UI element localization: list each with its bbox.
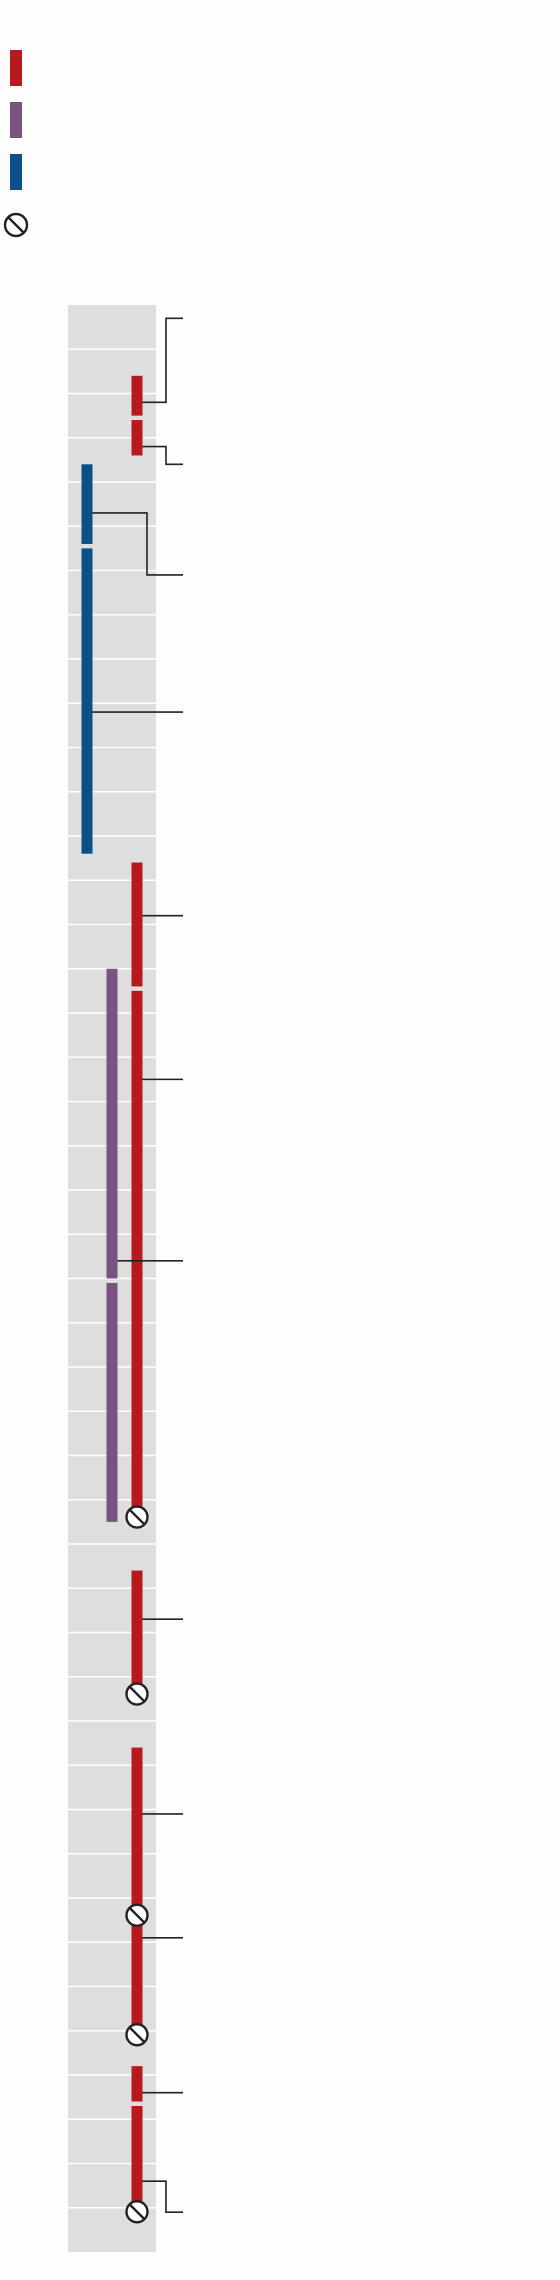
timeline-events xyxy=(81,375,143,2208)
purple-legend-swatch xyxy=(10,102,22,138)
red-legend-swatch xyxy=(10,50,22,86)
legend xyxy=(3,50,29,238)
event-red-1 xyxy=(131,375,143,416)
event-red-4 xyxy=(131,990,143,1514)
end-marker-legend-icon xyxy=(3,212,29,238)
event-red-7 xyxy=(131,1924,143,2031)
annotation-3 xyxy=(92,512,183,576)
blue-legend-swatch xyxy=(10,154,22,190)
event-red-6-end-icon xyxy=(125,1903,149,1927)
annotation-12 xyxy=(142,2180,183,2213)
event-red-9-end-icon xyxy=(125,2200,149,2224)
event-red-2 xyxy=(131,420,143,456)
annotation-1 xyxy=(142,317,183,404)
event-red-3 xyxy=(131,862,143,987)
event-red-8 xyxy=(131,2066,143,2102)
event-red-6 xyxy=(131,1747,143,1912)
event-blue-1 xyxy=(81,464,93,544)
event-purple-1 xyxy=(106,968,118,1279)
event-red-5-end-icon xyxy=(125,1682,149,1706)
event-red-9 xyxy=(131,2105,143,2208)
end-markers xyxy=(125,1505,149,2224)
event-blue-2 xyxy=(81,548,93,854)
event-red-7-end-icon xyxy=(125,2023,149,2047)
event-purple-2 xyxy=(106,1282,118,1522)
event-red-5 xyxy=(131,1570,143,1691)
timeline-annotations xyxy=(92,317,183,2213)
annotation-2 xyxy=(142,445,183,466)
event-red-4-end-icon xyxy=(125,1505,149,1529)
